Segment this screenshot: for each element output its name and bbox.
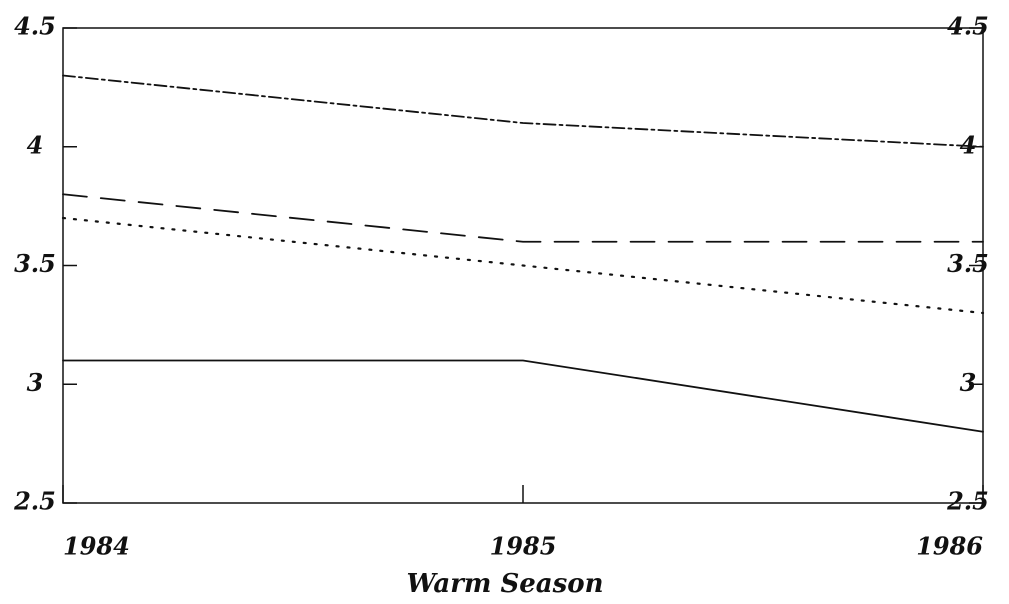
y-tick-label: 4 — [27, 130, 44, 159]
y2-tick-label: 3.5 — [947, 249, 989, 278]
x-tick-label: 1984 — [63, 532, 130, 561]
x-tick-label: 1986 — [916, 532, 983, 561]
y-tick-label: 3 — [27, 368, 44, 397]
y2-tick-label: 4.5 — [947, 12, 989, 41]
y2-tick-label: 3 — [960, 368, 977, 397]
y-tick-label: 2.5 — [13, 487, 56, 516]
y-tick-label: 3.5 — [14, 249, 56, 278]
series-line — [62, 359, 984, 433]
series-line — [62, 74, 984, 148]
y2-tick-label: 2.5 — [946, 487, 989, 516]
x-axis-label: Warm Season — [406, 569, 603, 599]
y2-tick-label: 4 — [960, 130, 977, 159]
series-line — [62, 193, 984, 243]
y-tick-label: 4.5 — [14, 12, 56, 41]
x-tick-label: 1985 — [490, 532, 557, 561]
series-line — [61, 216, 985, 315]
